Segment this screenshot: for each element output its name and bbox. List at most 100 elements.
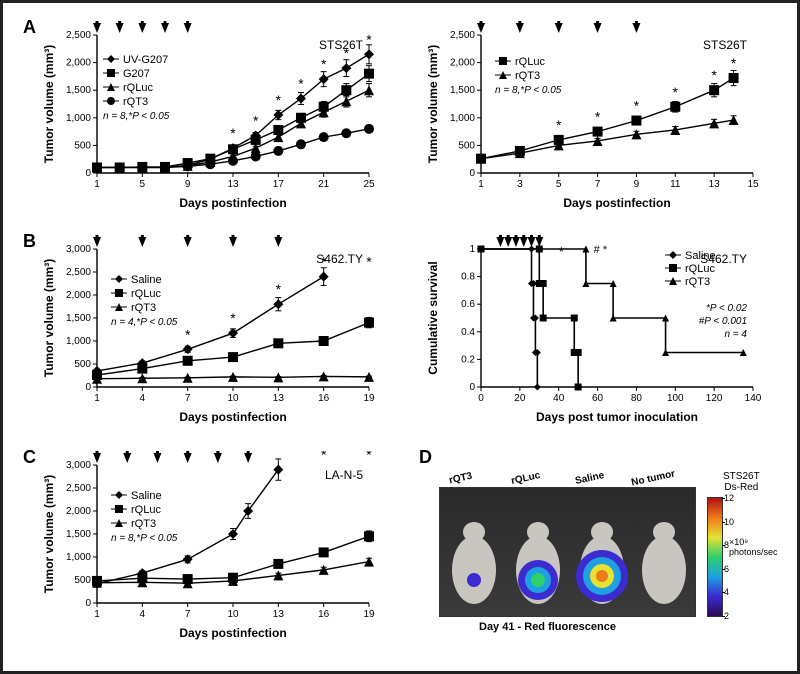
svg-text:21: 21 xyxy=(318,179,330,190)
svg-text:rQT3: rQT3 xyxy=(515,70,540,82)
svg-text:10: 10 xyxy=(227,609,239,620)
label-A: A xyxy=(23,17,36,38)
svg-text:*: * xyxy=(366,451,372,463)
svg-text:1: 1 xyxy=(94,393,100,404)
svg-text:1,500: 1,500 xyxy=(66,85,91,96)
svg-text:2,000: 2,000 xyxy=(66,290,91,301)
svg-text:*: * xyxy=(673,84,679,100)
svg-text:9: 9 xyxy=(185,179,191,190)
svg-text:*: * xyxy=(595,109,601,125)
svg-text:13: 13 xyxy=(709,179,721,190)
svg-text:rQT3: rQT3 xyxy=(131,518,156,530)
svg-text:2,500: 2,500 xyxy=(66,30,91,41)
svg-text:19: 19 xyxy=(363,609,375,620)
svg-text:2,000: 2,000 xyxy=(450,58,475,69)
svg-text:Saline: Saline xyxy=(131,490,162,502)
svg-text:Days postinfection: Days postinfection xyxy=(179,410,286,424)
svg-text:rQT3: rQT3 xyxy=(685,276,710,288)
svg-text:Days postinfection: Days postinfection xyxy=(179,196,286,210)
svg-text:140: 140 xyxy=(745,393,762,404)
panelD-side-label: STS26T Ds-Red xyxy=(723,471,760,493)
svg-text:1,000: 1,000 xyxy=(66,336,91,347)
svg-text:Saline: Saline xyxy=(685,250,716,262)
svg-text:Cumulative survival: Cumulative survival xyxy=(426,261,440,374)
svg-text:2,500: 2,500 xyxy=(66,483,91,494)
svg-text:*: * xyxy=(711,67,717,83)
label-C: C xyxy=(23,447,36,468)
svg-text:rQT3: rQT3 xyxy=(123,96,148,108)
chart-C: 05001,0001,5002,0002,5003,00014710131619… xyxy=(39,451,379,641)
svg-text:7: 7 xyxy=(185,393,191,404)
svg-text:*: * xyxy=(634,98,640,114)
svg-text:11: 11 xyxy=(670,179,681,190)
svg-text:0: 0 xyxy=(85,168,91,179)
svg-text:1: 1 xyxy=(94,179,100,190)
svg-text:1,500: 1,500 xyxy=(450,85,475,96)
svg-text:2,500: 2,500 xyxy=(66,267,91,278)
panelD-caption: Day 41 - Red fluorescence xyxy=(479,621,616,633)
svg-text:*: * xyxy=(321,56,327,72)
svg-text:2,000: 2,000 xyxy=(66,58,91,69)
svg-text:# *: # * xyxy=(594,244,608,256)
svg-text:7: 7 xyxy=(185,609,191,620)
svg-text:0.6: 0.6 xyxy=(461,299,475,310)
svg-text:16: 16 xyxy=(318,609,330,620)
svg-text:Tumor volume (mm³): Tumor volume (mm³) xyxy=(426,45,440,163)
svg-text:1,000: 1,000 xyxy=(66,113,91,124)
svg-text:0.2: 0.2 xyxy=(461,354,475,365)
svg-text:17: 17 xyxy=(273,179,285,190)
panel-D: rQT3 rQLuc Saline No tumor STS26T Ds-Red… xyxy=(439,467,769,647)
svg-text:500: 500 xyxy=(74,575,91,586)
svg-text:10: 10 xyxy=(227,393,239,404)
mouse-label-4: No tumor xyxy=(630,468,676,488)
svg-text:STS26T: STS26T xyxy=(319,38,364,52)
svg-text:4: 4 xyxy=(140,393,146,404)
mouse-label-3: Saline xyxy=(574,470,605,487)
svg-text:Tumor volume (mm³): Tumor volume (mm³) xyxy=(42,259,56,377)
svg-text:0.4: 0.4 xyxy=(461,327,475,338)
svg-text:rQLuc: rQLuc xyxy=(131,288,161,300)
svg-text:S462.TY: S462.TY xyxy=(316,252,363,266)
svg-text:G207: G207 xyxy=(123,68,150,80)
svg-text:100: 100 xyxy=(667,393,684,404)
svg-text:Tumor volume (mm³): Tumor volume (mm³) xyxy=(42,45,56,163)
svg-text:*P < 0.02: *P < 0.02 xyxy=(706,303,747,314)
svg-text:Days postinfection: Days postinfection xyxy=(179,626,286,640)
svg-text:*: * xyxy=(276,281,282,297)
svg-text:3,000: 3,000 xyxy=(66,460,91,471)
svg-text:*: * xyxy=(321,451,327,463)
svg-text:1: 1 xyxy=(94,609,100,620)
svg-text:*: * xyxy=(731,55,737,71)
svg-text:5: 5 xyxy=(140,179,146,190)
svg-text:Tumor volume (mm³): Tumor volume (mm³) xyxy=(42,475,56,593)
svg-text:1: 1 xyxy=(469,244,475,255)
chart-B-left: 05001,0001,5002,0002,5003,00014710131619… xyxy=(39,235,379,425)
svg-text:0: 0 xyxy=(469,168,475,179)
mouse-image xyxy=(439,487,696,617)
svg-text:rQLuc: rQLuc xyxy=(685,263,715,275)
svg-text:rQLuc: rQLuc xyxy=(131,504,161,516)
svg-text:1,500: 1,500 xyxy=(66,529,91,540)
svg-text:*: * xyxy=(185,326,191,342)
svg-text:9: 9 xyxy=(634,179,640,190)
svg-text:UV-G207: UV-G207 xyxy=(123,54,168,66)
svg-text:Days postinfection: Days postinfection xyxy=(563,196,670,210)
svg-text:rQLuc: rQLuc xyxy=(123,82,153,94)
svg-text:13: 13 xyxy=(227,179,239,190)
svg-text:80: 80 xyxy=(631,393,643,404)
svg-text:120: 120 xyxy=(706,393,723,404)
svg-text:*: * xyxy=(276,92,282,108)
svg-text:n = 8,*P < 0.05: n = 8,*P < 0.05 xyxy=(103,111,170,122)
svg-text:500: 500 xyxy=(74,140,91,151)
svg-text:#P < 0.001: #P < 0.001 xyxy=(699,316,747,327)
svg-text:*: * xyxy=(559,244,564,259)
svg-text:n = 4: n = 4 xyxy=(724,329,747,340)
svg-text:1,000: 1,000 xyxy=(450,113,475,124)
svg-text:2,000: 2,000 xyxy=(66,506,91,517)
svg-text:16: 16 xyxy=(318,393,330,404)
svg-text:1,000: 1,000 xyxy=(66,552,91,563)
svg-text:500: 500 xyxy=(74,359,91,370)
svg-text:1: 1 xyxy=(478,179,484,190)
svg-text:2,500: 2,500 xyxy=(450,30,475,41)
svg-text:19: 19 xyxy=(363,393,375,404)
